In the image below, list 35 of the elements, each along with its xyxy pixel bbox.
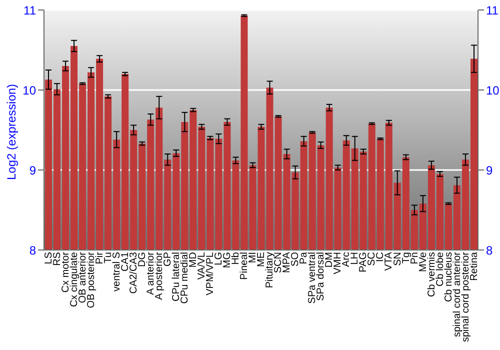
x-tick-label: Retina — [468, 252, 480, 281]
x-tick-label: Cb lobe — [434, 252, 446, 286]
y-tick-label: 8 — [29, 243, 36, 258]
x-tick-label: CA1 — [120, 252, 131, 272]
x-tick-label: spinal cord anterior — [452, 251, 463, 338]
x-tick-label: Pn — [409, 252, 420, 264]
x-tick-label: spinal cord posterior — [460, 251, 472, 342]
y2-tick-label: 10 — [486, 83, 500, 98]
x-tick-label: DG — [136, 252, 148, 267]
x-tick-label: OB anterior — [77, 251, 88, 304]
x-tick-label: LS — [43, 252, 54, 264]
x-tick-label: OB posterior — [86, 251, 97, 308]
x-tick-label: Tu — [102, 252, 114, 264]
x-tick-label: CA2/CA3 — [128, 252, 140, 294]
y-tick-label: 11 — [24, 3, 36, 18]
x-tick-label: Cx cingulate — [68, 252, 80, 308]
x-tick-label: ventral S — [111, 252, 122, 292]
y-axis-title: Log2 (expression) — [4, 84, 18, 180]
y-tick-label: 9 — [29, 163, 36, 178]
y2-tick-label: 11 — [486, 3, 499, 18]
x-tick-label: Pir — [94, 251, 106, 264]
x-tick-label: SN — [392, 252, 404, 266]
x-tick-label: A posterior — [154, 251, 165, 300]
x-tick-label: Tg — [400, 252, 412, 264]
x-tick-label: ME — [256, 252, 268, 267]
x-tick-label: RS — [52, 252, 63, 266]
x-tick-label: A anterior — [145, 251, 156, 295]
x-tick-label: VTA — [384, 252, 395, 271]
x-tick-label: GP — [162, 252, 174, 266]
y2-tick-label: 9 — [486, 163, 493, 178]
x-tick-label: Pituitary — [264, 252, 276, 288]
x-tick-label: Cb nucleus — [443, 252, 454, 302]
x-tick-label: MVe — [418, 252, 429, 272]
y2-tick-label: 8 — [486, 243, 493, 258]
y-tick-label: 10 — [22, 83, 36, 98]
